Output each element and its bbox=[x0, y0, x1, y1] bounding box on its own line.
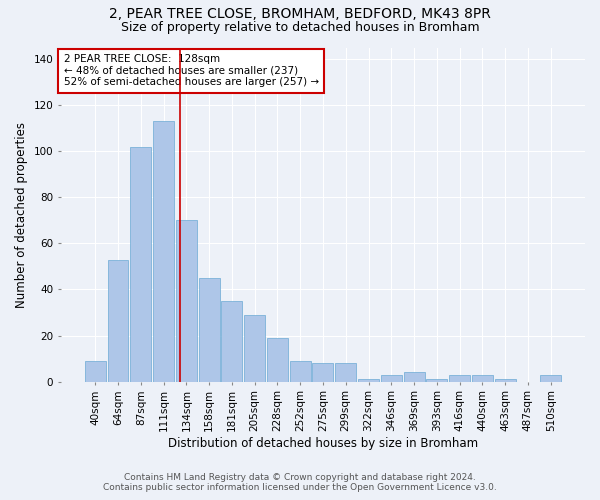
Bar bbox=[85, 361, 106, 382]
Y-axis label: Number of detached properties: Number of detached properties bbox=[15, 122, 28, 308]
Bar bbox=[244, 315, 265, 382]
Bar bbox=[494, 380, 515, 382]
Bar bbox=[358, 380, 379, 382]
Bar bbox=[221, 301, 242, 382]
Bar bbox=[130, 146, 151, 382]
Bar bbox=[153, 122, 174, 382]
Bar bbox=[381, 375, 402, 382]
Bar bbox=[267, 338, 288, 382]
X-axis label: Distribution of detached houses by size in Bromham: Distribution of detached houses by size … bbox=[168, 437, 478, 450]
Text: 2 PEAR TREE CLOSE:  128sqm
← 48% of detached houses are smaller (237)
52% of sem: 2 PEAR TREE CLOSE: 128sqm ← 48% of detac… bbox=[64, 54, 319, 88]
Bar bbox=[540, 375, 561, 382]
Bar bbox=[427, 380, 448, 382]
Bar bbox=[449, 375, 470, 382]
Bar bbox=[107, 260, 128, 382]
Text: 2, PEAR TREE CLOSE, BROMHAM, BEDFORD, MK43 8PR: 2, PEAR TREE CLOSE, BROMHAM, BEDFORD, MK… bbox=[109, 8, 491, 22]
Bar bbox=[199, 278, 220, 382]
Bar bbox=[472, 375, 493, 382]
Bar bbox=[404, 372, 425, 382]
Bar bbox=[313, 363, 334, 382]
Text: Contains HM Land Registry data © Crown copyright and database right 2024.
Contai: Contains HM Land Registry data © Crown c… bbox=[103, 473, 497, 492]
Text: Size of property relative to detached houses in Bromham: Size of property relative to detached ho… bbox=[121, 21, 479, 34]
Bar bbox=[176, 220, 197, 382]
Bar bbox=[335, 363, 356, 382]
Bar bbox=[290, 361, 311, 382]
